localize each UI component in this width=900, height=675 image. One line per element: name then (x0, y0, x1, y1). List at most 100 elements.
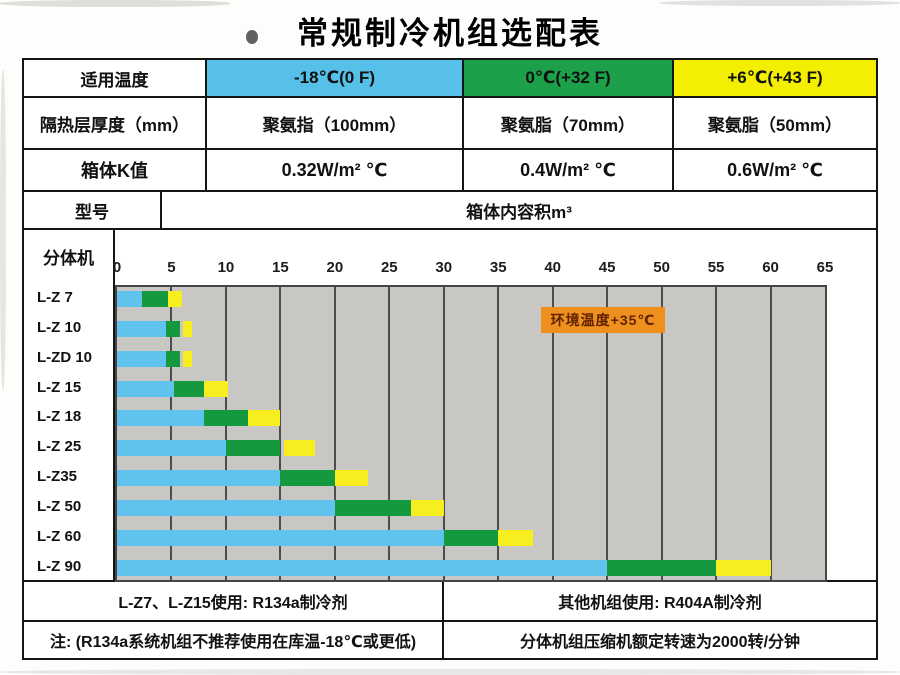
footnote-warning: 注: (R134a系统机组不推荐使用在库温-18℃或更低) (49, 634, 417, 651)
bar-segment-green (280, 470, 335, 487)
scan-artifact (0, 70, 6, 390)
model-label: L-Z 25 (37, 438, 82, 456)
row-kvalue: 箱体K值 0.32W/m² ℃ 0.4W/m² ℃ 0.6W/m² ℃ (24, 150, 876, 192)
bar-segment-green (225, 440, 281, 457)
bar-segment-blue (117, 440, 226, 457)
bar-segment-blue (117, 350, 166, 367)
bar-segment-blue (117, 559, 608, 576)
x-axis-tick: 20 (326, 259, 344, 276)
grid-line (606, 287, 609, 580)
x-axis-tick: 45 (598, 259, 616, 276)
row-insulation: 隔热层厚度（mm） 聚氨指（100mm） 聚氨脂（70mm） 聚氨脂（50mm） (24, 98, 876, 150)
bar-row (117, 440, 825, 457)
split-unit-header: 分体机 (43, 249, 94, 268)
bar-segment-yellow (498, 529, 534, 546)
temperature-cell-minus18: -18℃(0 F) (205, 60, 462, 96)
selection-table: 适用温度 -18℃(0 F) 0℃(+32 F) +6℃(+43 F) 隔热层厚… (22, 58, 878, 660)
x-axis-tick: 60 (762, 259, 779, 276)
bar-segment-blue (117, 410, 205, 427)
x-axis-tick: 15 (272, 259, 289, 276)
grid-line (388, 287, 391, 580)
bar-row (117, 499, 825, 516)
bar-segment-yellow (411, 499, 444, 516)
temperature-cell-0: 0℃(+32 F) (462, 60, 672, 96)
bar-row (117, 291, 825, 307)
bar-row (117, 470, 825, 487)
insulation-row-label: 隔热层厚度（mm） (39, 115, 190, 135)
refrigerant-note-r404a: 其他机组使用: R404A制冷剂 (442, 582, 876, 620)
kvalue-cell-04: 0.4W/m² ℃ (462, 150, 672, 190)
bar-segment-green (334, 499, 412, 516)
kvalue-row-label: 箱体K值 (81, 161, 148, 181)
grid-line (442, 287, 445, 580)
model-header: 型号 (75, 202, 109, 222)
bar-segment-green (166, 320, 181, 337)
x-axis-tick: 65 (816, 259, 834, 276)
temperature-row-label: 适用温度 (80, 70, 149, 90)
insulation-cell-70mm: 聚氨脂（70mm） (462, 98, 672, 148)
bar-segment-blue (117, 291, 143, 307)
bar-segment-blue (117, 499, 335, 516)
bar-segment-blue (117, 320, 166, 337)
grid-line (170, 287, 173, 580)
bar-row (117, 559, 825, 576)
volume-header: 箱体内容积m³ (160, 192, 876, 228)
kvalue-cell-032: 0.32W/m² ℃ (205, 150, 462, 190)
bar-segment-yellow (247, 410, 281, 427)
x-axis-tick: 50 (653, 259, 670, 276)
row-refrigerant: L-Z7、L-Z15使用: R134a制冷剂 其他机组使用: R404A制冷剂 (24, 582, 876, 622)
page-title: 常规制冷机组选配表 (297, 16, 603, 51)
refrigerant-note-r134a: L-Z7、L-Z15使用: R134a制冷剂 (118, 595, 348, 612)
bar-segment-yellow (168, 291, 183, 307)
x-axis-tick: 55 (707, 259, 725, 276)
bar-segment-green (142, 291, 169, 307)
bar-row (117, 410, 825, 427)
grid-line (660, 287, 663, 580)
x-axis-tick: 10 (217, 259, 235, 276)
scan-artifact (0, 0, 230, 7)
bar-segment-yellow (334, 470, 368, 487)
bar-segment-blue (117, 470, 281, 487)
insulation-cell-100mm: 聚氨指（100mm） (205, 98, 462, 148)
plot-area: 环境温度+35℃ (115, 285, 827, 582)
bar-segment-blue (117, 380, 174, 397)
footnote-speed: 分体机组压缩机额定转速为2000转/分钟 (442, 622, 876, 658)
grid-line (279, 287, 282, 580)
grid-line (224, 287, 227, 580)
scan-artifact (0, 669, 900, 675)
model-label: L-Z 50 (37, 497, 82, 515)
model-label: L-Z 10 (37, 318, 82, 336)
chart-plot: 0 5 10 15 20 25 30 35 40 45 50 55 60 65 环境温度+35℃ (113, 230, 876, 582)
grid-line (769, 287, 772, 580)
row-footnote: 注: (R134a系统机组不推荐使用在库温-18℃或更低) 分体机组压缩机额定转… (24, 622, 876, 658)
bar-segment-yellow (283, 440, 316, 457)
x-axis-tick: 5 (167, 259, 176, 276)
row-temperature: 适用温度 -18℃(0 F) 0℃(+32 F) +6℃(+43 F) (24, 60, 876, 98)
bar-segment-green (607, 559, 717, 576)
model-label: L-Z35 (37, 468, 78, 486)
bar-row (117, 380, 825, 397)
grid-line (715, 287, 718, 580)
model-label: L-Z 18 (37, 408, 82, 426)
model-label: L-ZD 10 (37, 348, 93, 366)
x-axis-tick: 25 (380, 259, 398, 276)
x-axis-tick: 0 (112, 259, 122, 276)
grid-line (333, 287, 336, 580)
bar-segment-green (204, 410, 248, 427)
bar-row (117, 350, 825, 367)
bar-segment-green (166, 350, 181, 367)
x-axis-tick: 40 (544, 259, 562, 276)
x-axis-tick: 35 (489, 259, 507, 276)
scan-artifact (660, 0, 900, 6)
chart-side-column: 分体机 L-Z 7 L-Z 10 L-ZD 10 L-Z 15 L-Z 18 L-Z 25… (24, 230, 115, 580)
bar-row (117, 529, 825, 546)
temperature-cell-plus6: +6℃(+43 F) (672, 60, 876, 96)
x-axis: 0 5 10 15 20 25 30 35 40 45 50 55 60 65 (113, 258, 876, 278)
bar-segment-yellow (716, 559, 771, 576)
bar-segment-yellow (204, 380, 229, 397)
bar-segment-yellow (183, 320, 193, 337)
bar-segment-green (443, 529, 499, 546)
model-label: L-Z 7 (37, 289, 73, 306)
grid-line (551, 287, 554, 580)
model-label: L-Z 90 (37, 557, 82, 575)
